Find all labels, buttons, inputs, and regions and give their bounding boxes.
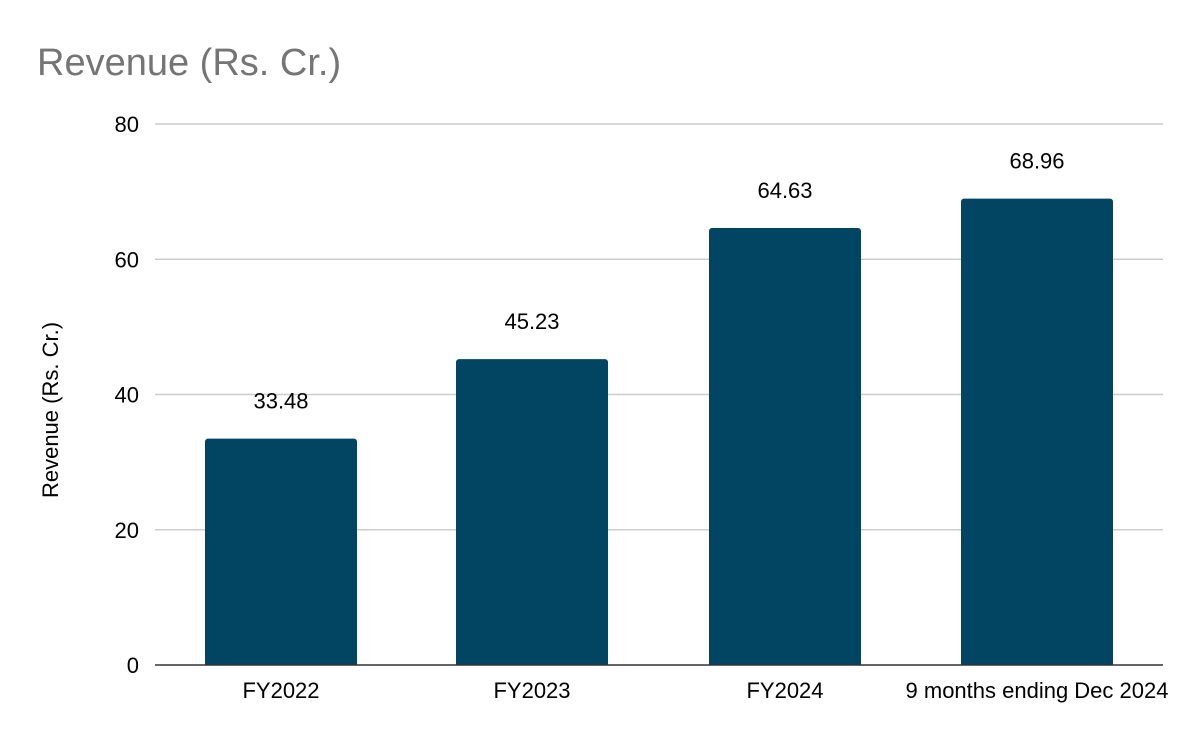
bar-4-base	[961, 661, 1113, 665]
data-labels: 33.48 45.23 64.63 68.96	[253, 149, 1064, 414]
data-label: 33.48	[253, 389, 308, 414]
bar-3-base	[709, 661, 861, 665]
bar-3	[709, 227, 861, 665]
x-tick-label: FY2024	[746, 678, 823, 703]
bar-4	[961, 198, 1113, 665]
bar-1-base	[205, 661, 357, 665]
data-label: 68.96	[1009, 149, 1064, 174]
y-tick-label: 40	[115, 383, 139, 408]
x-tick-label: 9 months ending Dec 2024	[906, 678, 1169, 703]
bar-2-base	[456, 661, 608, 665]
bars	[205, 198, 1113, 665]
y-tick-label: 60	[115, 247, 139, 272]
y-tick-label: 0	[127, 653, 139, 678]
x-tick-label: FY2022	[242, 678, 319, 703]
chart-title: Revenue (Rs. Cr.)	[37, 42, 341, 84]
data-label: 45.23	[504, 309, 559, 334]
data-label: 64.63	[757, 178, 812, 203]
bar-2	[456, 359, 608, 665]
x-axis-ticks: FY2022 FY2023 FY2024 9 months ending Dec 20…	[242, 678, 1168, 703]
y-tick-label: 80	[115, 112, 139, 137]
y-axis-ticks: 0 20 40 60 80	[115, 112, 139, 678]
y-tick-label: 20	[115, 518, 139, 543]
x-tick-label: FY2023	[493, 678, 570, 703]
bar-1	[205, 438, 357, 665]
y-axis-title: Revenue (Rs. Cr.)	[38, 322, 63, 498]
